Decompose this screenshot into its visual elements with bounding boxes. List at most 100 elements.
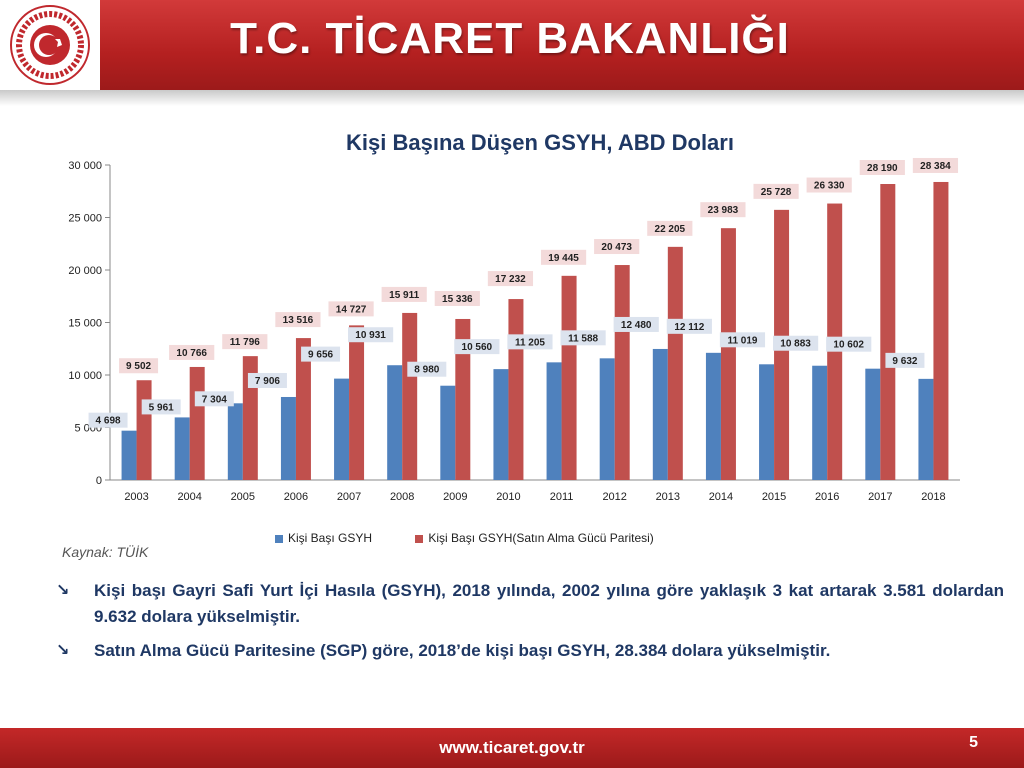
x-tick-label: 2015	[762, 491, 786, 503]
bar-gsyh	[865, 368, 881, 480]
x-tick-label: 2018	[921, 491, 945, 503]
data-label: 19 445	[548, 253, 579, 264]
bar-sgp	[189, 366, 205, 480]
bar-sgp	[136, 380, 152, 480]
data-label-box	[594, 239, 640, 255]
data-label: 10 931	[355, 330, 386, 341]
data-label-box	[487, 271, 534, 287]
data-label-box	[806, 177, 852, 193]
data-label-box	[719, 332, 766, 348]
data-label-box	[454, 339, 500, 355]
data-label: 20 473	[601, 242, 632, 253]
page-title: T.C. TİCARET BAKANLIĞI	[230, 14, 790, 63]
bar-gsyh	[652, 348, 668, 480]
data-label-box	[647, 220, 693, 236]
bar-gsyh	[546, 362, 562, 480]
data-label-box	[169, 344, 215, 360]
bar-sgp	[880, 184, 896, 480]
x-tick-label: 2008	[390, 491, 414, 503]
website-link[interactable]: www.ticaret.gov.tr	[439, 738, 585, 757]
page-number: 5	[969, 734, 978, 751]
data-label-box	[859, 160, 905, 176]
bar-gsyh	[918, 378, 934, 480]
data-label-box	[826, 336, 872, 352]
bar-gsyh	[759, 364, 775, 480]
x-tick-label: 2011	[550, 491, 574, 503]
bar-sgp	[508, 299, 524, 480]
emblem-icon	[10, 5, 90, 85]
legend-item-sgp: Kişi Başı GSYH(Satın Alma Gücü Paritesi)	[415, 531, 654, 545]
x-tick-label: 2003	[124, 491, 148, 503]
data-label-box	[560, 330, 606, 346]
data-label-box	[301, 346, 341, 362]
source-note: Kaynak: TÜİK	[62, 544, 149, 560]
data-label-box	[247, 372, 287, 388]
data-label-box	[613, 316, 659, 332]
x-tick-label: 2009	[443, 491, 467, 503]
data-label: 13 516	[283, 315, 314, 326]
x-tick-label: 2004	[177, 491, 201, 503]
bar-gsyh	[440, 385, 456, 480]
y-tick-label: 30 000	[68, 160, 102, 172]
legend-label: Kişi Başı GSYH	[288, 531, 373, 545]
data-label-box	[141, 399, 181, 415]
data-label: 12 112	[674, 322, 704, 333]
data-label: 23 983	[708, 205, 739, 216]
bar-sgp	[455, 318, 471, 480]
ministry-logo	[0, 0, 100, 90]
legend-swatch-red	[415, 534, 424, 543]
bar-gsyh	[493, 369, 509, 480]
data-label: 10 883	[780, 339, 811, 350]
data-label: 10 602	[833, 340, 864, 351]
legend-label: Kişi Başı GSYH(Satın Alma Gücü Paritesi)	[428, 531, 654, 545]
arrow-down-right-icon: ↘	[56, 582, 70, 599]
bar-sgp	[614, 265, 630, 480]
bar-gsyh	[599, 358, 615, 480]
data-label-box	[507, 334, 553, 350]
data-label-box	[275, 312, 321, 328]
bullet-text: Satın Alma Gücü Paritesine (SGP) göre, 2…	[94, 641, 831, 660]
y-tick-label: 15 000	[68, 318, 102, 330]
data-label: 11 205	[515, 337, 545, 348]
data-label: 11 796	[230, 337, 260, 348]
data-label: 10 766	[176, 348, 207, 359]
bar-sgp	[667, 246, 683, 480]
bar-sgp	[295, 338, 311, 480]
data-label-box	[222, 334, 268, 350]
x-tick-label: 2006	[284, 491, 308, 503]
data-label: 10 560	[462, 342, 493, 353]
data-label: 15 911	[389, 290, 419, 301]
legend-swatch-blue	[275, 534, 283, 543]
x-tick-label: 2014	[709, 491, 733, 503]
x-tick-label: 2017	[868, 491, 892, 503]
data-label: 7 304	[202, 394, 227, 405]
data-label: 7 906	[255, 376, 280, 387]
gdp-bar-chart: Kişi Başına Düşen GSYH, ABD Doları 05 00…	[68, 130, 960, 503]
data-label-box	[119, 358, 159, 374]
data-label: 9 632	[892, 356, 917, 367]
bar-sgp	[402, 312, 418, 480]
chart-title: Kişi Başına Düşen GSYH, ABD Doları	[346, 130, 734, 155]
data-label-box	[194, 391, 234, 407]
y-tick-label: 0	[96, 475, 102, 487]
bar-gsyh	[174, 417, 190, 480]
data-label: 28 384	[920, 161, 951, 172]
bar-gsyh	[334, 378, 350, 480]
data-label-box	[912, 157, 959, 173]
data-label: 9 502	[126, 361, 151, 372]
bar-sgp	[349, 325, 365, 480]
bar-gsyh	[280, 396, 296, 480]
bar-sgp	[933, 181, 949, 480]
data-label: 11 019	[727, 335, 757, 346]
bar-gsyh	[705, 352, 721, 480]
data-label: 9 656	[308, 350, 333, 361]
data-label: 11 588	[568, 333, 598, 344]
data-label-box	[540, 249, 587, 265]
legend-item-gsyh: Kişi Başı GSYH	[275, 531, 372, 545]
y-tick-label: 25 000	[68, 213, 102, 225]
y-tick-label: 10 000	[68, 370, 102, 382]
data-label-box	[381, 286, 427, 302]
data-label-box	[753, 183, 799, 199]
data-label: 4 698	[96, 416, 121, 427]
bar-sgp	[561, 275, 577, 480]
